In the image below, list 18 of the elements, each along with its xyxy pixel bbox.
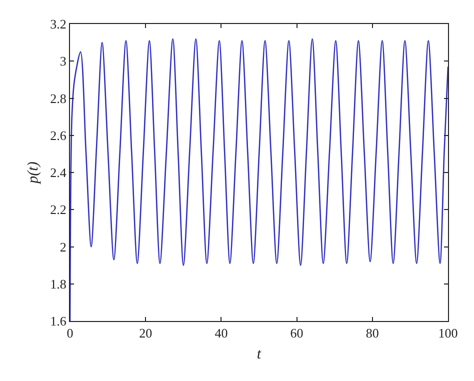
line-series bbox=[70, 38, 448, 321]
x-tick-label: 0 bbox=[66, 326, 74, 341]
x-axis-title: t bbox=[256, 346, 262, 363]
y-tick-label: 2.6 bbox=[50, 128, 67, 143]
y-tick-label: 2.2 bbox=[50, 202, 66, 218]
y-tick-label: 2 bbox=[60, 239, 66, 254]
x-tick-label: 60 bbox=[290, 326, 304, 341]
y-tick-label: 3.2 bbox=[50, 16, 66, 32]
y-tick-label: 2.4 bbox=[50, 165, 67, 180]
x-tick-label: 80 bbox=[366, 326, 379, 341]
x-tick-label: 100 bbox=[438, 326, 458, 341]
y-tick-label: 1.8 bbox=[50, 276, 66, 292]
x-tick-label: 40 bbox=[214, 326, 228, 341]
y-tick-label: 3 bbox=[60, 54, 66, 69]
y-tick-label: 2.8 bbox=[50, 90, 66, 106]
y-axis-title: p(t) bbox=[25, 162, 42, 184]
x-tick-label: 20 bbox=[139, 326, 152, 341]
y-tick-label: 1.6 bbox=[50, 314, 67, 329]
